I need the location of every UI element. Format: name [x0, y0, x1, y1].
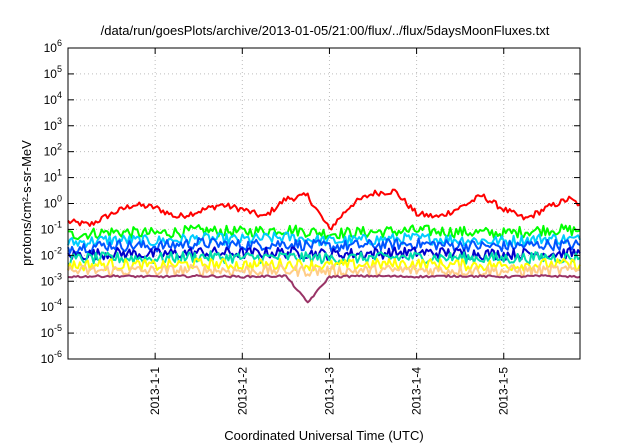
y-axis-title: protons/cm²-s-sr-MeV [19, 140, 34, 266]
y-tick-label: 100 [44, 194, 62, 211]
x-axis-ticks: 2013-1-1 2013-1-2 2013-1-3 2013-1-4 2013-1-5 [148, 48, 511, 415]
y-tick-label: 10-6 [41, 349, 62, 366]
series-line-9 [68, 274, 581, 304]
y-tick-label: 102 [44, 142, 62, 159]
x-tick-label: 2013-1-2 [235, 367, 249, 415]
y-tick-label: 103 [44, 116, 62, 133]
y-tick-label: 105 [44, 64, 62, 81]
series-line-7 [67, 257, 581, 272]
x-tick-label: 2013-1-5 [497, 367, 511, 415]
series-line-1 [67, 188, 581, 231]
x-tick-label: 2013-1-4 [410, 367, 424, 415]
y-axis-ticks: 10-6 10-5 10-4 10-3 10-2 10-1 100 101 102 103 104 1… [41, 38, 580, 366]
series-lines [67, 188, 581, 304]
x-tick-label: 2013-1-3 [322, 367, 336, 415]
x-tick-label: 2013-1-1 [148, 367, 162, 415]
y-tick-label: 10-4 [41, 297, 62, 314]
y-tick-label: 10-1 [41, 219, 62, 236]
y-tick-label: 101 [44, 168, 62, 185]
series-line-3 [67, 231, 581, 248]
y-tick-label: 10-5 [41, 323, 62, 340]
series-line-5 [67, 246, 581, 261]
x-axis-title: Coordinated Universal Time (UTC) [224, 428, 423, 443]
y-tick-label: 106 [44, 38, 62, 55]
y-tick-label: 10-2 [41, 245, 62, 262]
series-line-8 [67, 263, 581, 278]
y-tick-label: 10-3 [41, 271, 62, 288]
chart-title: /data/run/goesPlots/archive/2013-01-05/2… [101, 23, 550, 38]
series-line-2 [67, 223, 581, 241]
y-tick-label: 104 [44, 90, 62, 107]
series-line-6 [67, 250, 581, 266]
series-line-4 [67, 237, 581, 254]
